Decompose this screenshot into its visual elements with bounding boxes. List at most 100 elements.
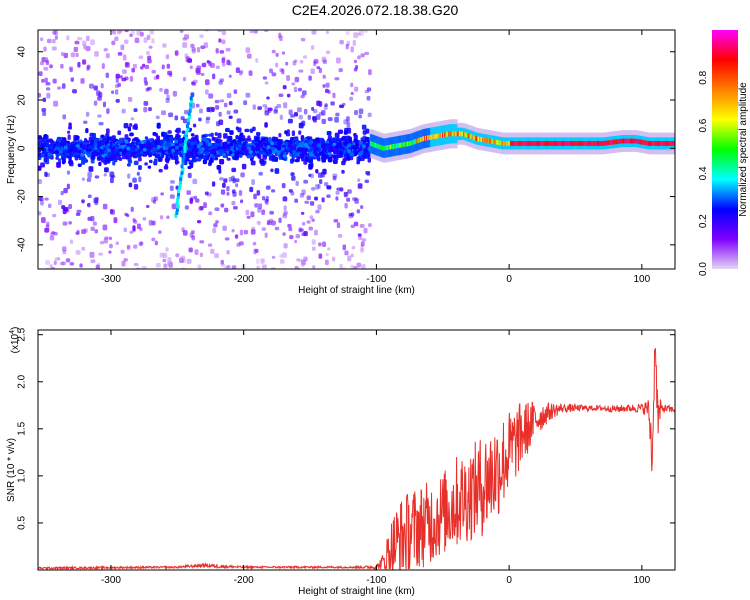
- noise-point: [353, 132, 357, 137]
- core-point: [126, 146, 131, 151]
- noise-point: [310, 68, 315, 75]
- noise-point: [152, 199, 157, 204]
- noise-point: [101, 63, 105, 70]
- noise-point: [235, 135, 239, 140]
- spike-point: [186, 127, 190, 132]
- noise-point: [239, 229, 244, 236]
- noise-point: [43, 46, 47, 52]
- noise-point: [66, 170, 71, 175]
- noise-point: [275, 52, 279, 57]
- noise-point: [165, 54, 170, 60]
- core-point: [316, 147, 321, 152]
- colorbar-gradient: [712, 30, 738, 269]
- core-point: [120, 144, 125, 149]
- noise-point: [141, 265, 147, 269]
- noise-point: [244, 137, 248, 143]
- noise-point: [93, 100, 98, 106]
- noise-point: [293, 59, 298, 63]
- core-point: [291, 153, 296, 158]
- core-point: [131, 147, 136, 152]
- noise-point: [265, 195, 269, 202]
- noise-point: [342, 271, 345, 274]
- noise-point: [138, 176, 142, 183]
- noise-point: [319, 179, 323, 185]
- noise-point: [327, 117, 333, 122]
- core-point: [101, 153, 106, 158]
- noise-point: [232, 191, 237, 197]
- noise-point: [293, 112, 299, 117]
- noise-point: [225, 127, 230, 132]
- core-point: [132, 144, 137, 149]
- noise-point: [233, 206, 238, 210]
- x-tick-label: -200: [234, 575, 254, 586]
- noise-point: [282, 232, 286, 236]
- noise-point: [300, 261, 305, 268]
- noise-point: [219, 50, 225, 54]
- core-point: [347, 149, 352, 154]
- noise-point: [308, 163, 313, 170]
- spike-point: [182, 151, 186, 156]
- noise-point: [275, 62, 279, 68]
- noise-point: [120, 23, 124, 29]
- noise-point: [216, 165, 222, 170]
- noise-point: [146, 34, 151, 40]
- noise-point: [338, 68, 343, 73]
- noise-point: [137, 157, 142, 162]
- core-point: [295, 152, 300, 157]
- noise-point: [311, 106, 315, 111]
- core-point: [103, 149, 108, 154]
- noise-point: [68, 221, 72, 225]
- noise-point: [261, 209, 266, 216]
- noise-point: [254, 248, 259, 253]
- core-point: [178, 143, 183, 148]
- noise-point: [152, 131, 157, 136]
- noise-point: [215, 105, 220, 110]
- core-point: [198, 148, 203, 153]
- core-point: [140, 140, 145, 145]
- noise-point: [151, 237, 156, 242]
- noise-point: [360, 241, 365, 247]
- noise-point: [103, 237, 109, 244]
- core-point: [300, 141, 305, 146]
- noise-point: [282, 252, 287, 258]
- noise-point: [291, 175, 296, 181]
- spike-point: [176, 198, 180, 203]
- noise-point: [121, 108, 126, 114]
- noise-point: [256, 265, 260, 269]
- core-point: [174, 145, 179, 150]
- spike-point: [179, 173, 183, 178]
- noise-point: [245, 209, 250, 216]
- noise-point: [278, 217, 282, 223]
- noise-point: [115, 23, 119, 27]
- spectrogram-area: [38, 23, 675, 274]
- noise-point: [162, 43, 167, 48]
- noise-point: [136, 171, 140, 176]
- noise-point: [73, 46, 78, 52]
- core-point: [361, 144, 366, 149]
- noise-point: [62, 246, 67, 252]
- noise-point: [165, 98, 170, 103]
- noise-point: [221, 30, 226, 36]
- noise-point: [238, 241, 244, 246]
- noise-point: [298, 69, 304, 73]
- noise-point: [222, 225, 227, 231]
- noise-point: [215, 48, 219, 54]
- noise-point: [199, 252, 203, 258]
- noise-point: [235, 183, 239, 188]
- core-point: [276, 151, 281, 156]
- noise-point: [99, 240, 105, 245]
- noise-point: [172, 90, 178, 97]
- noise-point: [79, 37, 83, 41]
- core-point: [242, 142, 247, 147]
- noise-point: [41, 217, 46, 223]
- noise-point: [166, 94, 170, 101]
- noise-point: [228, 74, 232, 78]
- noise-point: [115, 98, 120, 103]
- noise-point: [318, 67, 322, 74]
- noise-point: [367, 223, 372, 228]
- noise-point: [143, 101, 149, 106]
- noise-point: [219, 177, 224, 181]
- noise-point: [227, 135, 233, 141]
- noise-point: [133, 183, 139, 190]
- noise-point: [228, 101, 233, 106]
